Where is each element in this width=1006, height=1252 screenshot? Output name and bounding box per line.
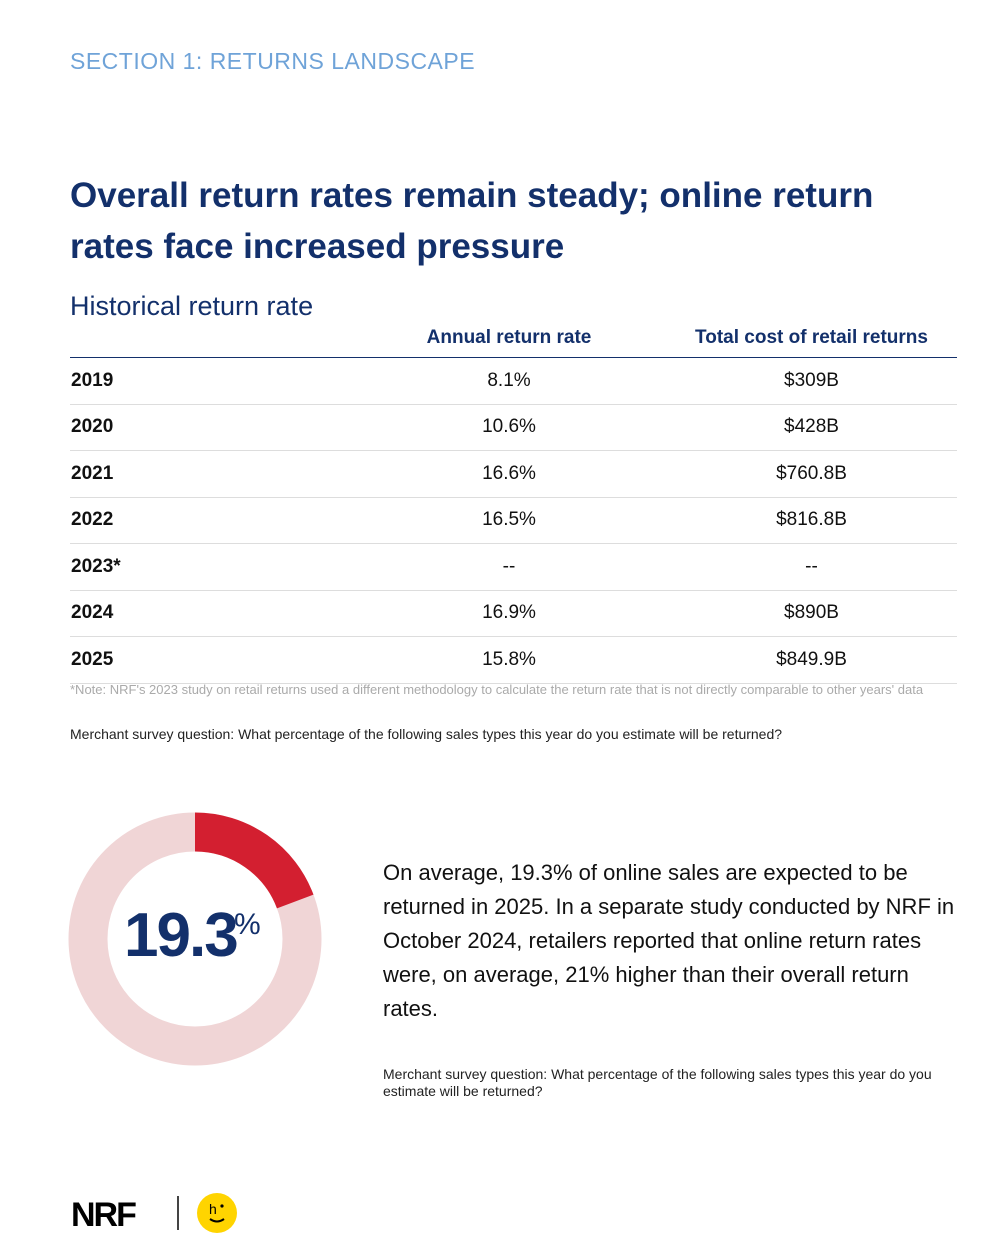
rate-cell: 10.6%: [352, 404, 666, 451]
survey-question: Merchant survey question: What percentag…: [70, 726, 783, 742]
donut-value-arc: [194, 812, 314, 909]
partner-logo: h: [197, 1193, 237, 1233]
year-cell: 2019: [70, 357, 352, 405]
cost-cell: $309B: [666, 357, 957, 405]
cost-cell: $760.8B: [666, 450, 957, 498]
rate-cell: 8.1%: [352, 357, 666, 405]
table-row: 2020 10.6% $428B: [70, 404, 957, 451]
table-row: 2019 8.1% $309B: [70, 357, 957, 405]
cost-cell: $428B: [666, 404, 957, 451]
donut-percent-sign: %: [234, 908, 261, 941]
year-cell: 2024: [70, 590, 352, 637]
rate-cell: 15.8%: [352, 636, 666, 684]
year-cell: 2022: [70, 497, 352, 544]
table-title: Historical return rate: [70, 291, 314, 321]
rate-cell: 16.9%: [352, 590, 666, 637]
year-cell: 2021: [70, 450, 352, 498]
rate-cell: --: [352, 543, 666, 591]
smiley-icon: h: [209, 1201, 225, 1223]
rate-cell: 16.5%: [352, 497, 666, 544]
nrf-logo: NRF: [71, 1196, 137, 1234]
table-row: 2021 16.6% $760.8B: [70, 450, 957, 498]
table-row: 2023* -- --: [70, 543, 957, 591]
table-row: 2024 16.9% $890B: [70, 590, 957, 637]
footnote: *Note: NRF's 2023 study on retail return…: [70, 682, 924, 697]
table-row: 2022 16.5% $816.8B: [70, 497, 957, 544]
survey-question-2: Merchant survey question: What percentag…: [383, 1066, 932, 1099]
return-rate-table: Annual return rate Total cost of retail …: [70, 318, 957, 684]
cost-cell: --: [666, 543, 957, 591]
year-cell: 2025: [70, 636, 352, 684]
donut-chart: [68, 812, 322, 1066]
table-row: 2025 15.8% $849.9B: [70, 636, 957, 684]
svg-text:h: h: [209, 1201, 217, 1217]
cost-cell: $890B: [666, 590, 957, 637]
section-label: SECTION 1: RETURNS LANDSCAPE: [70, 48, 476, 74]
cost-cell: $849.9B: [666, 636, 957, 684]
header-annual-rate: Annual return rate: [352, 318, 666, 358]
summary-paragraph: On average, 19.3% of online sales are ex…: [383, 860, 955, 1021]
year-cell: 2023*: [70, 543, 352, 591]
page-title: Overall return rates remain steady; onli…: [70, 176, 874, 266]
year-cell: 2020: [70, 404, 352, 451]
cost-cell: $816.8B: [666, 497, 957, 544]
header-total-cost: Total cost of retail returns: [666, 318, 957, 358]
donut-value: 19.3: [124, 901, 239, 970]
logo-divider: [177, 1196, 179, 1230]
rate-cell: 16.6%: [352, 450, 666, 498]
